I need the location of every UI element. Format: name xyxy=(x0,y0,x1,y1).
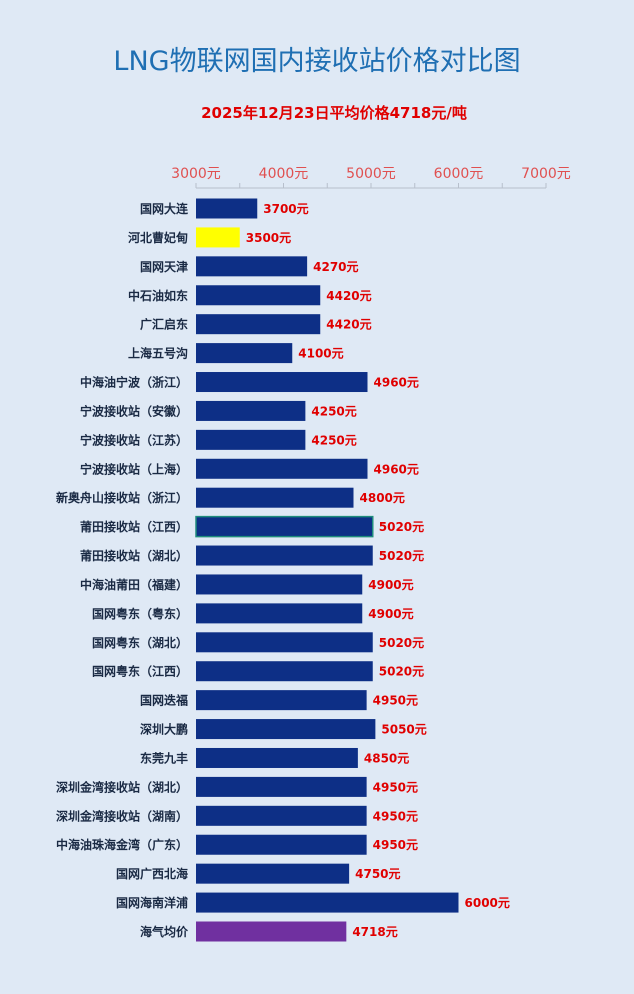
x-tick-label: 3000元 xyxy=(171,166,221,182)
category-label: 国网迭福 xyxy=(140,693,188,708)
bar xyxy=(196,834,367,855)
value-label: 4950元 xyxy=(373,694,418,708)
value-label: 4100元 xyxy=(298,347,343,361)
category-label: 宁波接收站（安徽） xyxy=(80,403,188,418)
category-label: 深圳金湾接收站（湖北） xyxy=(56,779,188,794)
value-label: 5020元 xyxy=(379,520,424,534)
value-label: 4718元 xyxy=(352,925,397,939)
category-label: 国网大连 xyxy=(140,201,189,216)
bar xyxy=(196,545,373,566)
bar xyxy=(196,719,376,740)
value-label: 4960元 xyxy=(374,462,419,476)
value-label: 4900元 xyxy=(368,607,413,621)
category-label: 中石油如东 xyxy=(128,288,188,303)
x-tick-label: 4000元 xyxy=(259,166,309,182)
value-label: 4950元 xyxy=(373,838,418,852)
bar xyxy=(196,227,240,248)
category-label: 宁波接收站（江苏） xyxy=(80,432,188,447)
category-label: 国网粤东（江西） xyxy=(92,664,188,679)
value-label: 5020元 xyxy=(379,636,424,650)
bar xyxy=(196,400,306,421)
value-label: 6000元 xyxy=(465,896,510,910)
value-label: 4250元 xyxy=(311,433,356,447)
value-label: 4750元 xyxy=(355,867,400,881)
bar xyxy=(196,863,350,884)
bar xyxy=(195,515,374,538)
category-label: 河北曹妃甸 xyxy=(127,230,188,245)
category-label: 广汇启东 xyxy=(140,317,188,332)
bar xyxy=(196,314,321,335)
category-label: 莆田接收站（湖北） xyxy=(80,548,188,563)
category-label: 上海五号沟 xyxy=(128,346,188,361)
value-label: 3500元 xyxy=(246,231,291,245)
bar xyxy=(196,285,321,306)
bar xyxy=(196,343,293,364)
category-label: 国网粤东（湖北） xyxy=(92,635,188,650)
bar xyxy=(196,603,363,624)
value-label: 4950元 xyxy=(373,780,418,794)
category-label: 海气均价 xyxy=(140,924,189,939)
value-label: 5020元 xyxy=(379,665,424,679)
x-tick-label: 6000元 xyxy=(434,166,484,182)
value-label: 4960元 xyxy=(374,376,419,390)
category-label: 国网天津 xyxy=(140,259,188,274)
category-label: 深圳金湾接收站（湖南） xyxy=(56,808,188,823)
value-label: 5020元 xyxy=(379,549,424,563)
value-label: 4420元 xyxy=(326,289,371,303)
bar xyxy=(196,892,459,913)
bar xyxy=(196,372,368,393)
bar xyxy=(196,632,373,653)
category-label: 国网海南洋浦 xyxy=(116,895,188,910)
value-label: 4250元 xyxy=(311,404,356,418)
bar xyxy=(196,458,368,479)
bar xyxy=(196,198,258,219)
value-label: 5050元 xyxy=(381,723,426,737)
category-label: 东莞九丰 xyxy=(140,750,188,765)
category-label: 国网粤东（粤东） xyxy=(92,606,188,621)
value-label: 4270元 xyxy=(313,260,358,274)
chart-title: LNG物联网国内接收站价格对比图 xyxy=(113,46,520,77)
bar xyxy=(196,487,354,508)
bar xyxy=(196,256,308,277)
bar xyxy=(196,776,367,797)
category-label: 中海油莆田（福建） xyxy=(80,577,188,592)
bar xyxy=(196,805,367,826)
value-label: 3700元 xyxy=(263,202,308,216)
category-label: 莆田接收站（江西） xyxy=(80,519,188,534)
category-label: 中海油珠海金湾（广东） xyxy=(56,837,188,852)
category-label: 中海油宁波（浙江） xyxy=(80,375,188,390)
value-label: 4420元 xyxy=(326,318,371,332)
value-label: 4950元 xyxy=(373,809,418,823)
bar xyxy=(196,747,358,768)
x-axis: 3000元 4000元 5000元 6000元 7000元 xyxy=(171,166,571,189)
bar xyxy=(196,574,363,595)
x-tick-label: 7000元 xyxy=(521,166,571,182)
category-label: 深圳大鹏 xyxy=(140,722,188,737)
x-tick-label: 5000元 xyxy=(346,166,396,182)
bar xyxy=(196,921,347,942)
bar xyxy=(196,661,373,682)
category-label: 新奥舟山接收站（浙江） xyxy=(56,490,188,505)
chart-subtitle: 2025年12月23日平均价格4718元/吨 xyxy=(201,104,467,122)
value-label: 4850元 xyxy=(364,751,409,765)
category-label: 国网广西北海 xyxy=(116,866,188,881)
value-label: 4800元 xyxy=(360,491,405,505)
category-label: 宁波接收站（上海） xyxy=(80,461,188,476)
bar xyxy=(196,429,306,450)
value-label: 4900元 xyxy=(368,578,413,592)
bar xyxy=(196,690,367,711)
